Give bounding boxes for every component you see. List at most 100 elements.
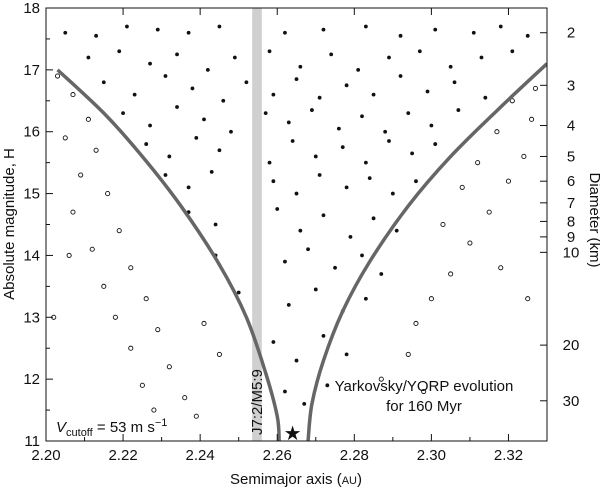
family-point xyxy=(406,111,411,116)
family-point xyxy=(356,67,361,72)
background-point xyxy=(155,327,161,333)
family-point xyxy=(217,24,222,29)
envelope-right-curve xyxy=(306,62,547,441)
family-point xyxy=(340,145,345,150)
family-point xyxy=(148,123,152,128)
family-point xyxy=(390,191,395,196)
family-point xyxy=(217,148,222,153)
family-point xyxy=(202,117,206,122)
family-point xyxy=(121,111,125,116)
family-point xyxy=(186,30,191,35)
family-point xyxy=(344,352,349,357)
x-tick-label: 2.22 xyxy=(108,447,137,464)
diameter-tick-label: 3 xyxy=(567,77,575,94)
background-point xyxy=(529,116,535,122)
family-point xyxy=(302,401,307,406)
family-point xyxy=(333,265,337,270)
family-point xyxy=(117,49,122,54)
y-tick-label: 17 xyxy=(23,62,40,79)
v-cutoff-annotation: Vcutoff = 53 m s−1 xyxy=(56,417,167,439)
family-point xyxy=(221,98,226,103)
background-point xyxy=(525,296,531,302)
background-point xyxy=(428,296,434,302)
family-point xyxy=(271,340,276,344)
background-point xyxy=(475,160,481,166)
y-tick-label: 18 xyxy=(23,0,40,17)
x-axis-title: Semimajor axis (AU) xyxy=(230,471,362,488)
background-point xyxy=(505,178,512,184)
family-point xyxy=(190,86,195,91)
diameter-tick-label: 5 xyxy=(567,148,575,165)
family-point xyxy=(348,234,353,239)
family-point xyxy=(229,129,233,134)
family-point xyxy=(175,52,179,57)
y-tick-label: 15 xyxy=(23,186,40,203)
family-point xyxy=(283,259,287,264)
family-point xyxy=(433,142,438,146)
family-point xyxy=(448,64,453,69)
family-point xyxy=(310,108,314,112)
family-point xyxy=(425,89,430,94)
family-point xyxy=(163,173,168,177)
family-point xyxy=(175,105,179,109)
family-point xyxy=(125,24,129,29)
background-point xyxy=(112,314,118,320)
background-points xyxy=(51,73,538,419)
family-point xyxy=(433,27,438,32)
family-point xyxy=(410,151,415,156)
family-point xyxy=(148,61,152,66)
background-point xyxy=(532,85,538,91)
family-point xyxy=(317,95,322,100)
background-point xyxy=(182,395,188,401)
family-point xyxy=(471,30,476,35)
diameter-tick-label: 30 xyxy=(563,393,580,410)
family-point xyxy=(271,179,276,184)
v-cutoff-value: = 53 m s xyxy=(93,419,155,436)
family-point xyxy=(398,33,403,38)
family-point xyxy=(360,114,364,119)
resonance-band xyxy=(252,8,262,441)
family-point xyxy=(232,55,237,60)
y-tick-label: 14 xyxy=(23,247,40,264)
envelope-left-curve xyxy=(56,68,281,441)
family-point xyxy=(63,30,68,35)
family-point xyxy=(371,216,376,221)
family-point xyxy=(294,77,299,82)
family-point xyxy=(456,108,461,112)
v-cutoff-subscript: cutoff xyxy=(66,427,94,439)
background-point xyxy=(216,351,222,357)
background-point xyxy=(166,364,172,370)
family-point xyxy=(306,247,310,252)
family-point xyxy=(298,64,303,69)
background-point xyxy=(78,172,84,178)
family-point xyxy=(286,303,291,307)
background-point xyxy=(193,413,199,419)
family-point xyxy=(294,358,299,363)
family-point xyxy=(525,33,530,38)
background-point xyxy=(467,240,473,246)
family-point xyxy=(244,80,249,85)
background-point xyxy=(139,382,145,388)
family-point xyxy=(363,24,368,29)
family-point xyxy=(387,139,391,143)
y2-axis-title: Diameter (km) xyxy=(586,172,600,267)
diameter-tick-label: 20 xyxy=(563,337,580,354)
family-points xyxy=(63,24,530,406)
family-point xyxy=(363,296,368,301)
x-axis: 2.20 2.22 2.24 2.26 2.28 2.30 2.32 xyxy=(31,8,523,464)
y-tick-label: 11 xyxy=(24,433,40,450)
family-point xyxy=(236,290,241,295)
background-point xyxy=(448,271,454,277)
background-point xyxy=(143,296,149,302)
resonance-label: J7:2/M5:9 xyxy=(249,369,266,435)
diameter-tick-label: 4 xyxy=(567,118,575,135)
y-tick-label: 12 xyxy=(23,371,40,388)
family-point xyxy=(86,55,91,60)
family-point xyxy=(209,170,214,174)
background-point xyxy=(378,376,384,382)
family-point xyxy=(194,136,199,140)
family-point xyxy=(321,333,326,338)
y-axis-left: 11 12 13 14 15 16 17 18 xyxy=(23,0,53,450)
background-point xyxy=(70,92,76,98)
